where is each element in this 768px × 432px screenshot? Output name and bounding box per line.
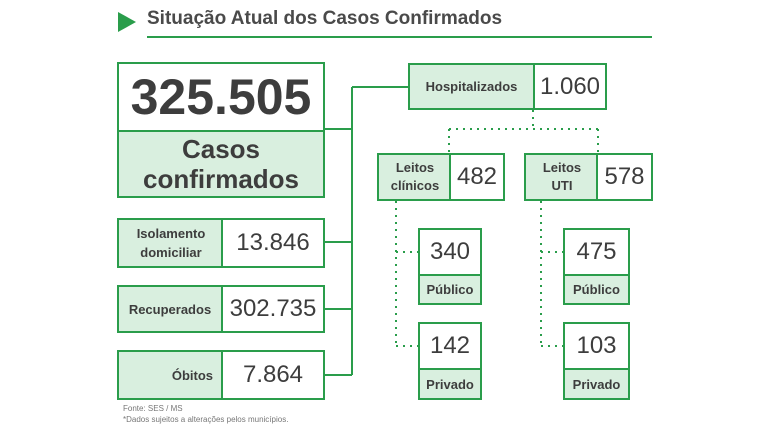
icu-beds-box: Leitos UTI 578 (524, 153, 653, 201)
icu-public-box: 475 Público (563, 228, 630, 305)
recovered-box: Recuperados 302.735 (117, 285, 325, 333)
page-title: Situação Atual dos Casos Confirmados (147, 8, 503, 29)
hospitalized-value: 1.060 (539, 72, 601, 100)
play-arrow-icon (118, 12, 136, 32)
title-divider (147, 36, 652, 38)
clinical-beds-label-line1: Leitos (395, 160, 435, 175)
clinical-beds-box: Leitos clínicos 482 (377, 153, 505, 201)
icu-private-value: 103 (576, 332, 617, 359)
disclaimer-note: *Dados sujeitos a alterações pelos munic… (123, 415, 289, 424)
isolation-value: 13.846 (236, 229, 310, 256)
confirmed-label-line2: confirmados (142, 163, 300, 194)
clinical-public-value: 340 (429, 238, 471, 265)
clinical-beds-value: 482 (456, 163, 498, 190)
hospitalized-box: Hospitalizados 1.060 (408, 63, 607, 110)
icu-public-label: Público (565, 274, 628, 303)
isolation-label-line2: domiciliar (140, 244, 202, 260)
hospitalized-label: Hospitalizados (410, 65, 535, 108)
icu-private-label: Privado (565, 368, 628, 398)
icu-beds-label-line1: Leitos (542, 160, 582, 175)
icu-beds-label: Leitos UTI (526, 155, 598, 199)
isolation-label-line1: Isolamento (136, 225, 206, 241)
confirmed-cases-label: Casos confirmados (119, 132, 323, 196)
clinical-private-value: 142 (429, 332, 471, 359)
deaths-label: Óbitos (119, 352, 223, 398)
source-note: Fonte: SES / MS (123, 404, 183, 413)
recovered-label: Recuperados (119, 287, 223, 331)
clinical-public-label: Público (420, 274, 480, 303)
clinical-public-box: 340 Público (418, 228, 482, 305)
confirmed-cases-box: 325.505 Casos confirmados (117, 62, 325, 198)
isolation-box: Isolamento domiciliar 13.846 (117, 218, 325, 268)
icu-beds-value: 578 (604, 163, 645, 190)
deaths-value: 7.864 (242, 361, 304, 388)
icu-beds-label-line2: UTI (551, 178, 573, 193)
deaths-box: Óbitos 7.864 (117, 350, 325, 400)
clinical-beds-label-line2: clínicos (390, 178, 440, 193)
clinical-private-label: Privado (420, 368, 480, 398)
confirmed-label-line1: Casos (181, 133, 261, 164)
recovered-value: 302.735 (229, 295, 317, 322)
clinical-private-box: 142 Privado (418, 322, 482, 400)
isolation-label: Isolamento domiciliar (119, 220, 223, 266)
icu-public-value: 475 (576, 238, 617, 265)
confirmed-cases-value: 325.505 (130, 69, 312, 125)
confirmed-divider (119, 130, 323, 132)
clinical-beds-label: Leitos clínicos (379, 155, 451, 199)
icu-private-box: 103 Privado (563, 322, 630, 400)
